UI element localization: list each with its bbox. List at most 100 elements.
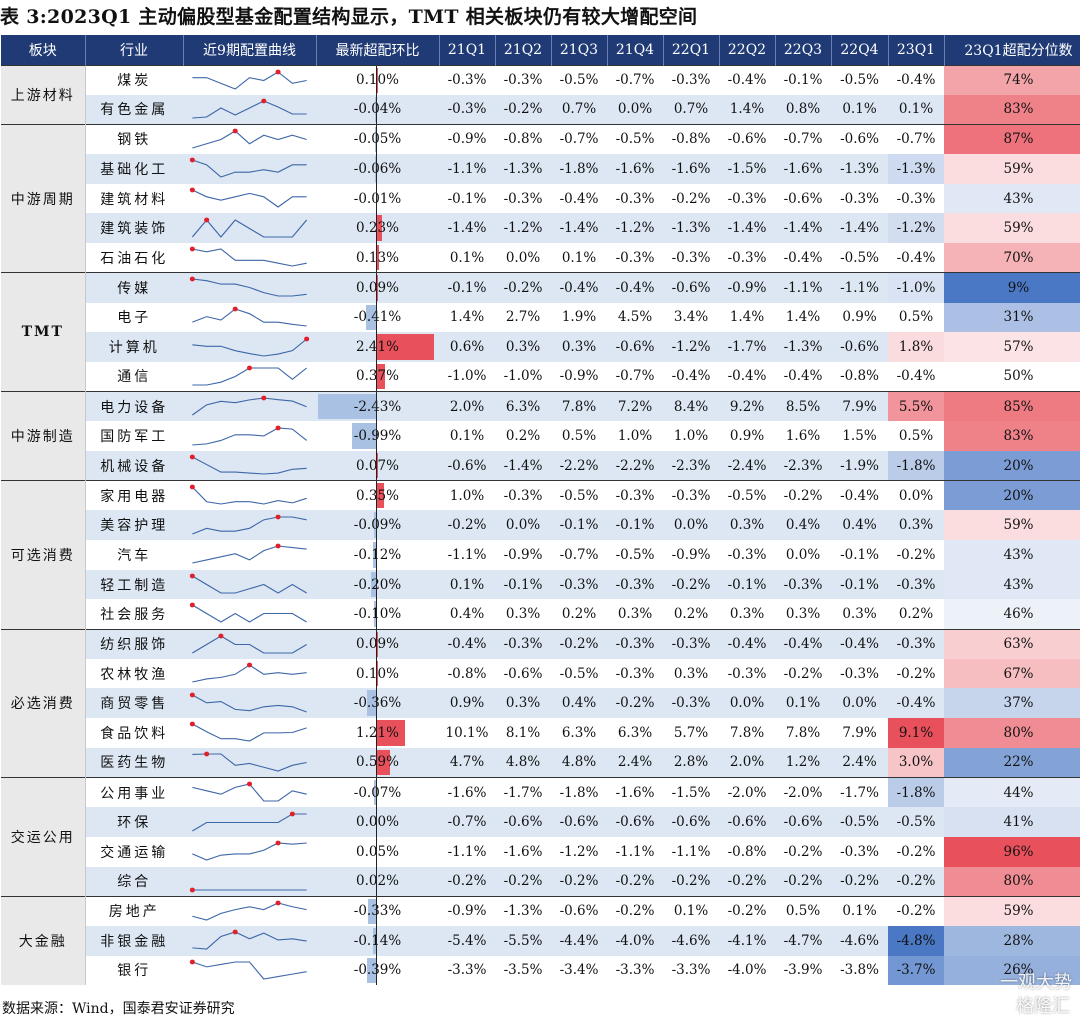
trend-cell bbox=[183, 540, 316, 570]
sparkline-path bbox=[192, 367, 308, 386]
table-row: 大金融 房地产 -0.33% -0.9% -1.3% -0.6% -0.2% 0.1% -0.2… bbox=[1, 895, 1080, 986]
trend-cell bbox=[183, 688, 316, 719]
change-bar-cell: -0.12% bbox=[316, 540, 439, 570]
quarter-value: -1.1% bbox=[447, 546, 487, 563]
quarter-value: -1.0% bbox=[503, 368, 543, 385]
change-value: 0.10% bbox=[356, 665, 399, 682]
quarter-value: -1.3% bbox=[775, 332, 831, 362]
q23-value: -4.8% bbox=[888, 925, 944, 956]
quarter-value: -0.6% bbox=[719, 807, 775, 837]
change-bar bbox=[376, 275, 379, 301]
change-bar bbox=[366, 304, 376, 331]
quarter-value: -0.5% bbox=[840, 249, 879, 266]
industry-name: 石油石化 bbox=[100, 250, 169, 267]
bar-axis bbox=[376, 747, 377, 777]
sparkline-path bbox=[192, 961, 307, 980]
sparkline-path bbox=[192, 753, 307, 772]
change-bar bbox=[376, 334, 434, 360]
bar-axis bbox=[376, 599, 377, 629]
bar-axis bbox=[376, 807, 377, 837]
quarter-value: 1.4% bbox=[785, 309, 821, 326]
quarter-value: 0.1% bbox=[561, 249, 597, 266]
percentile-value: 83% bbox=[944, 421, 1080, 451]
percentile-value: 43% bbox=[944, 569, 1080, 600]
sparkline bbox=[189, 187, 307, 208]
change-bar-cell: -0.01% bbox=[316, 183, 439, 214]
quarter-value: -2.3% bbox=[775, 450, 831, 481]
quarter-value: -0.6% bbox=[831, 332, 888, 362]
quarter-value: -2.3% bbox=[663, 450, 719, 481]
change-value: -2.43% bbox=[353, 398, 402, 415]
sparkline-path bbox=[192, 635, 307, 654]
quarter-value: -0.2% bbox=[663, 866, 719, 897]
quarter-value: -1.2% bbox=[559, 843, 599, 860]
q23-value: -0.2% bbox=[896, 843, 936, 860]
sparkline-max-point bbox=[204, 217, 210, 223]
column-header: 23Q1超配分位数 bbox=[944, 35, 1080, 65]
table-row: 机械设备 0.07% -0.6% -1.4% -2.2% -2.2% -2.3% -2.4% -… bbox=[1, 450, 1080, 481]
quarter-value: 8.4% bbox=[663, 391, 719, 422]
quarter-value: 6.3% bbox=[617, 724, 653, 741]
change-bar-cell: 1.21% bbox=[316, 718, 439, 748]
quarter-value: 3.4% bbox=[673, 309, 709, 326]
quarter-value: -0.6% bbox=[663, 807, 719, 837]
change-bar bbox=[374, 156, 376, 182]
quarter-value: 1.6% bbox=[785, 428, 821, 445]
quarter-value: -0.8% bbox=[840, 368, 879, 385]
quarter-value: -1.7% bbox=[831, 777, 888, 808]
change-bar-cell: 0.10% bbox=[316, 658, 439, 689]
quarter-value: 2.0% bbox=[719, 747, 775, 778]
sparkline-path bbox=[192, 931, 307, 950]
quarter-value: -0.3% bbox=[495, 480, 551, 511]
quarter-value: -0.8% bbox=[663, 123, 719, 155]
quarter-value: -1.5% bbox=[663, 777, 719, 808]
quarter-value: 1.0% bbox=[439, 480, 495, 511]
table-row: 商贸零售 -0.36% 0.9% 0.3% 0.4% -0.2% -0.3% 0.0% 0.1%… bbox=[1, 688, 1080, 719]
quarter-value: -0.2% bbox=[439, 866, 495, 897]
change-value: 0.37% bbox=[356, 368, 399, 385]
change-value: -0.04% bbox=[353, 101, 402, 118]
quarter-value: -1.6% bbox=[439, 777, 495, 808]
q23-value: 5.5% bbox=[888, 391, 944, 422]
quarter-value: -0.2% bbox=[783, 843, 823, 860]
q23-value: 0.2% bbox=[898, 605, 934, 622]
industry-name: 农林牧渔 bbox=[100, 666, 169, 683]
quarter-value: 7.8% bbox=[551, 391, 607, 422]
change-bar bbox=[376, 720, 406, 746]
quarter-value: -0.3% bbox=[439, 94, 495, 125]
table-row: 美容护理 -0.09% -0.2% 0.0% -0.1% -0.1% 0.0% 0.3% 0.4… bbox=[1, 510, 1080, 540]
bar-axis bbox=[376, 154, 377, 184]
table-row: 通信 0.37% -1.0% -1.0% -0.9% -0.7% -0.4% -0.4% -0.… bbox=[1, 361, 1080, 392]
table-row: 非银金融 -0.14% -5.4% -5.5% -4.4% -4.0% -4.6% -4.1%… bbox=[1, 925, 1080, 956]
quarter-value: 1.9% bbox=[561, 309, 597, 326]
quarter-value: -3.5% bbox=[503, 962, 543, 979]
sparkline-max-point bbox=[189, 158, 195, 163]
quarter-value: 0.3% bbox=[551, 332, 607, 362]
sector-label: 大金融 bbox=[1, 895, 86, 986]
sparkline-max-point bbox=[204, 751, 210, 757]
quarter-value: -1.2% bbox=[495, 213, 551, 244]
change-value: -0.07% bbox=[353, 784, 402, 801]
sparkline-max-point bbox=[275, 900, 281, 906]
table-row: 建筑装饰 0.23% -1.4% -1.2% -1.4% -1.2% -1.3% -1.4% -… bbox=[1, 213, 1080, 244]
quarter-value: -1.1% bbox=[831, 272, 888, 303]
quarter-value: -0.3% bbox=[727, 249, 767, 266]
sparkline bbox=[189, 246, 307, 267]
sparkline bbox=[192, 781, 307, 802]
quarter-value: 1.2% bbox=[775, 747, 831, 778]
quarter-value: -1.6% bbox=[663, 154, 719, 184]
q23-value: -0.5% bbox=[888, 807, 944, 837]
sparkline bbox=[192, 306, 307, 327]
quarter-value: 0.0% bbox=[607, 94, 663, 125]
column-header: 22Q4 bbox=[831, 35, 889, 65]
table-row: 农林牧渔 0.10% -0.8% -0.6% -0.5% -0.3% 0.3% -0.3% -0… bbox=[1, 658, 1080, 689]
change-bar bbox=[375, 96, 376, 122]
quarter-value: -4.7% bbox=[775, 925, 831, 956]
quarter-value: -3.8% bbox=[840, 962, 879, 979]
bar-axis bbox=[376, 361, 377, 392]
quarter-value: 0.3% bbox=[495, 688, 551, 719]
quarter-value: -0.3% bbox=[615, 665, 655, 682]
quarter-value: -0.1% bbox=[495, 569, 551, 600]
quarter-value: -0.4% bbox=[551, 272, 607, 303]
quarter-value: -1.4% bbox=[719, 213, 775, 244]
